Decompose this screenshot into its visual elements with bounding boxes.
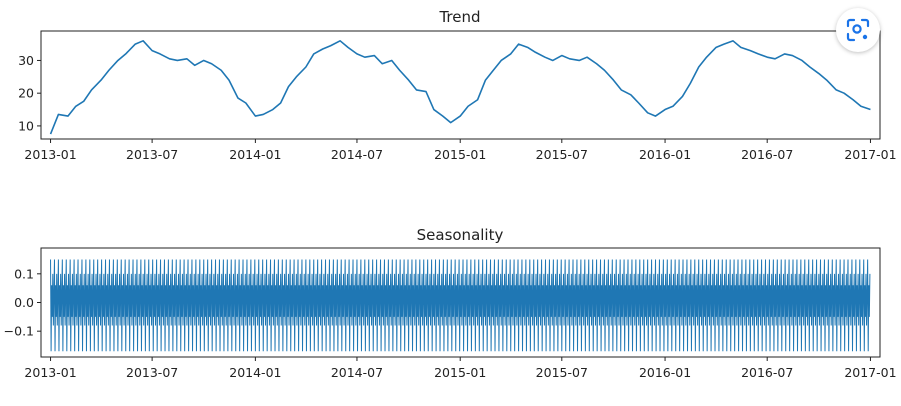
seasonality-x-tick-label: 2014-07 (331, 365, 383, 380)
trend-x-ticks: 2013-01 2013-07 2014-01 2014-07 2015-01 2015-… (24, 139, 897, 162)
trend-x-tick-label: 2015-07 (536, 147, 588, 162)
trend-x-tick-label: 2016-01 (639, 147, 691, 162)
seasonality-title: Seasonality (417, 226, 504, 244)
seasonality-series-line (50, 259, 871, 352)
trend-subplot: Trend 10 20 30 2013-01 2013-07 2014-01 2014-0… (18, 8, 896, 162)
trend-x-tick-label: 2015-01 (434, 147, 486, 162)
trend-y-tick-label: 30 (18, 53, 34, 68)
trend-x-tick-label: 2013-01 (24, 147, 76, 162)
lens-search-button[interactable] (836, 8, 880, 52)
trend-x-tick-label: 2013-07 (126, 147, 178, 162)
seasonality-x-ticks: 2013-01 2013-07 2014-01 2014-07 2015-01 2015-… (24, 357, 897, 380)
seasonality-y-tick-label: −0.1 (4, 324, 34, 339)
seasonality-x-tick-label: 2014-01 (229, 365, 281, 380)
seasonality-x-tick-label: 2013-07 (126, 365, 178, 380)
trend-y-ticks: 10 20 30 (18, 53, 41, 133)
seasonality-y-ticks: 0.1 0.0 −0.1 (4, 266, 41, 339)
seasonality-x-tick-label: 2015-07 (536, 365, 588, 380)
trend-x-tick-label: 2016-07 (741, 147, 793, 162)
seasonality-x-tick-label: 2016-07 (741, 365, 793, 380)
seasonality-x-tick-label: 2013-01 (24, 365, 76, 380)
seasonality-x-tick-label: 2015-01 (434, 365, 486, 380)
seasonality-subplot: Seasonality 0.10.0−0.1 2013-01 2013-07 201… (4, 226, 897, 380)
trend-axes-frame (40, 30, 881, 140)
trend-title: Trend (438, 8, 480, 26)
trend-y-tick-label: 10 (18, 118, 34, 133)
seasonality-y-tick-label: 0.1 (14, 266, 34, 281)
seasonality-x-tick-label: 2017-01 (844, 365, 896, 380)
lens-search-icon (846, 18, 870, 42)
trend-x-tick-label: 2014-01 (229, 147, 281, 162)
trend-x-tick-label: 2017-01 (844, 147, 896, 162)
seasonality-x-tick-label: 2016-01 (639, 365, 691, 380)
trend-x-tick-label: 2014-07 (331, 147, 383, 162)
trend-series-line (49, 40, 871, 135)
seasonality-y-tick-label: 0.0 (14, 295, 34, 310)
trend-y-tick-label: 20 (18, 86, 34, 101)
